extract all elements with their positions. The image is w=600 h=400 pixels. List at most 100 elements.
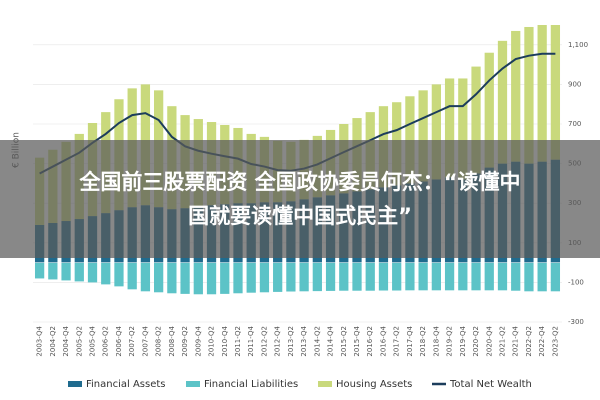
bar (154, 262, 164, 293)
x-tick-label: 2009-Q2 (181, 326, 189, 357)
bar (511, 30, 521, 162)
x-tick-label: 2012-Q4 (274, 325, 282, 356)
y-tick-label: 700 (568, 120, 581, 128)
bar (127, 262, 137, 290)
bar (193, 262, 203, 295)
bar (484, 52, 494, 168)
x-tick-label: 2022-Q4 (538, 325, 546, 356)
bar (352, 262, 362, 291)
bar (299, 262, 309, 292)
x-tick-label: 2017-Q4 (406, 325, 414, 356)
x-tick-label: 2008-Q2 (155, 326, 163, 357)
x-tick-label: 2017-Q2 (393, 326, 401, 357)
x-tick-label: 2022-Q2 (525, 326, 533, 357)
x-tick-label: 2013-Q2 (287, 326, 295, 357)
legend-label: Financial Assets (86, 379, 166, 390)
x-tick-label: 2010-Q4 (221, 325, 229, 356)
bar (259, 262, 270, 293)
bar (74, 262, 84, 282)
bar (458, 262, 468, 291)
x-tick-label: 2014-Q4 (327, 325, 335, 356)
bar (48, 262, 58, 280)
bar (114, 262, 124, 287)
x-tick-label: 2011-Q4 (247, 325, 255, 356)
bar (378, 262, 389, 291)
banner-line: 全国前三股票配资 全国政协委员何杰：“读懂中 (79, 170, 521, 194)
x-tick-label: 2023-Q2 (551, 326, 559, 357)
x-tick-label: 2015-Q2 (340, 326, 348, 357)
bar (537, 262, 547, 292)
bar (418, 262, 428, 291)
bar (180, 262, 190, 294)
bar (431, 84, 441, 180)
x-tick-label: 2008-Q4 (168, 325, 176, 356)
x-tick-label: 2019-Q4 (459, 325, 467, 356)
bar (471, 66, 481, 174)
legend-label: Total Net Wealth (449, 379, 532, 390)
bar (140, 262, 151, 292)
bar (550, 262, 561, 292)
x-tick-label: 2005-Q2 (75, 326, 83, 357)
bar (497, 262, 508, 291)
x-tick-label: 2018-Q4 (432, 325, 440, 356)
y-tick-label: -100 (568, 278, 584, 286)
bar (524, 26, 534, 164)
bar (484, 262, 494, 291)
x-tick-label: 2016-Q2 (366, 326, 374, 357)
y-tick-label: 900 (568, 80, 581, 88)
bar (444, 262, 455, 291)
x-tick-label: 2007-Q4 (141, 325, 149, 356)
bar (511, 262, 521, 291)
banner: 全国前三股票配资 全国政协委员何杰：“读懂中 国就要读懂中国式民主” (0, 140, 600, 258)
y-tick-label: 1,100 (568, 41, 588, 49)
bar (365, 262, 375, 291)
bar (458, 78, 468, 180)
x-tick-label: 2012-Q2 (260, 326, 268, 357)
bar (497, 40, 508, 164)
bar (273, 262, 283, 292)
bar (537, 25, 547, 162)
bar (61, 262, 71, 281)
x-tick-label: 2013-Q4 (300, 325, 308, 356)
bar (34, 262, 45, 279)
bar (471, 262, 481, 291)
bar (101, 262, 111, 285)
legend-swatch (68, 381, 82, 387)
x-tick-label: 2004-Q4 (62, 325, 70, 356)
bar (167, 262, 177, 294)
x-tick-label: 2018-Q2 (419, 326, 427, 357)
x-tick-label: 2009-Q4 (194, 325, 202, 356)
bar (339, 262, 349, 291)
x-tick-label: 2019-Q2 (446, 326, 454, 357)
bar (444, 78, 455, 178)
x-tick-label: 2020-Q2 (472, 326, 480, 357)
x-tick-label: 2021-Q4 (512, 325, 520, 356)
bar (524, 262, 534, 292)
x-tick-label: 2004-Q2 (49, 326, 57, 357)
x-tick-label: 2014-Q2 (313, 326, 321, 357)
x-tick-label: 2011-Q2 (234, 326, 242, 357)
y-tick-label: -300 (568, 318, 584, 326)
legend-swatch (318, 381, 332, 387)
bar (312, 262, 322, 292)
bar (286, 262, 296, 292)
bar (550, 25, 561, 160)
bar (246, 262, 256, 293)
legend-swatch (186, 381, 200, 387)
legend-label: Housing Assets (336, 379, 412, 390)
bar (405, 96, 415, 184)
bar (392, 262, 402, 291)
bar (405, 262, 415, 291)
x-tick-label: 2006-Q4 (115, 325, 123, 356)
x-tick-label: 2015-Q4 (353, 325, 361, 356)
x-tick-label: 2003-Q4 (36, 325, 44, 356)
bar (87, 262, 98, 283)
x-tick-label: 2016-Q4 (379, 325, 387, 356)
x-tick-label: 2006-Q2 (102, 326, 110, 357)
x-tick-label: 2007-Q2 (128, 326, 136, 357)
bar (325, 262, 336, 291)
x-tick-label: 2005-Q4 (89, 325, 97, 356)
bar (220, 262, 230, 294)
x-tick-label: 2010-Q2 (208, 326, 216, 357)
